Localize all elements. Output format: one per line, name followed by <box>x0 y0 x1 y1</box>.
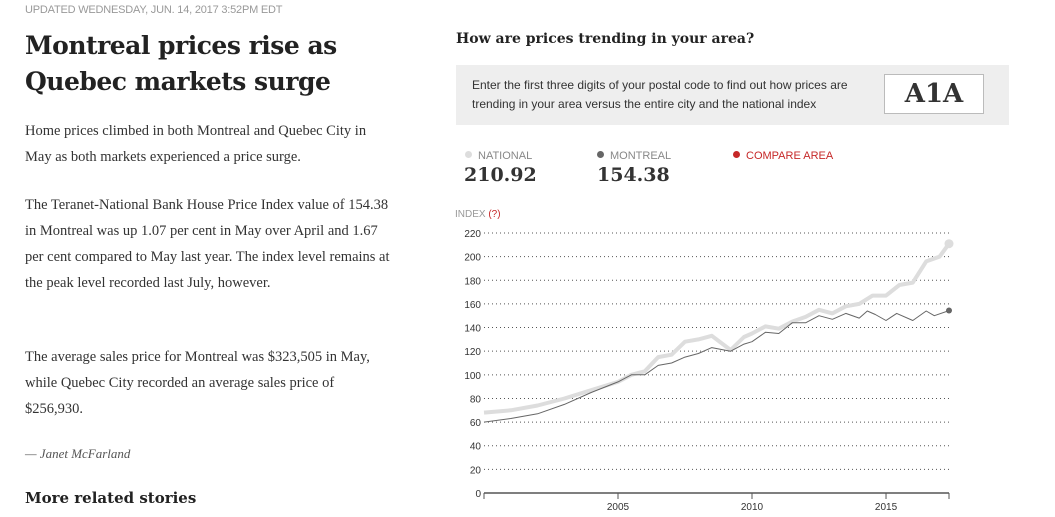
y-tick-label: 60 <box>470 418 482 429</box>
legend-montreal: MONTREAL <box>597 150 671 162</box>
index-label: INDEX <box>455 209 486 220</box>
postal-code-input[interactable]: A1A <box>884 74 984 114</box>
national-value: 210.92 <box>464 164 537 186</box>
headline: Montreal prices rise as Quebec markets s… <box>25 31 337 96</box>
y-tick-label: 80 <box>470 394 482 405</box>
x-tick-label: 2005 <box>607 502 630 513</box>
series-line-national <box>483 242 951 415</box>
x-tick-label: 2010 <box>741 502 764 513</box>
series-line-montreal <box>483 310 950 423</box>
y-tick-label: 200 <box>464 253 481 264</box>
y-tick-label: 180 <box>464 276 481 287</box>
y-tick-label: 20 <box>470 465 482 476</box>
help-link[interactable]: (?) <box>488 209 501 220</box>
y-tick-label: 100 <box>464 371 481 382</box>
dot-icon <box>465 151 472 158</box>
instructions: Enter the first three digits of your pos… <box>472 78 848 111</box>
y-axis-label: INDEX (?) <box>455 209 501 220</box>
updated-timestamp: UPDATED WEDNESDAY, JUN. 14, 2017 3:52PM … <box>25 4 283 16</box>
paragraph: The average sales price for Montreal was… <box>25 349 370 417</box>
x-tick-label: 2015 <box>875 502 898 513</box>
legend-label: MONTREAL <box>610 150 672 162</box>
legend-label: COMPARE AREA <box>746 150 834 162</box>
dot-icon <box>597 151 604 158</box>
series-end-point <box>946 307 952 314</box>
widget-title: How are prices trending in your area? <box>456 31 755 47</box>
legend-national: NATIONAL <box>465 150 532 162</box>
legend-compare-area[interactable]: COMPARE AREA <box>733 150 833 162</box>
legend-label: NATIONAL <box>478 150 533 162</box>
y-tick-label: 120 <box>464 347 481 358</box>
series-end-point <box>944 239 954 249</box>
more-related-stories[interactable]: More related stories <box>25 489 197 507</box>
paragraph: Home prices climbed in both Montreal and… <box>25 123 367 165</box>
y-tick-label: 0 <box>475 489 481 500</box>
byline: — Janet McFarland <box>25 446 131 461</box>
y-tick-label: 40 <box>470 442 482 453</box>
y-tick-label: 160 <box>464 300 481 311</box>
postal-code-box: Enter the first three digits of your pos… <box>456 65 1009 125</box>
dot-icon <box>733 151 740 158</box>
paragraph: The Teranet-National Bank House Price In… <box>25 197 390 291</box>
montreal-value: 154.38 <box>597 164 670 186</box>
y-tick-label: 140 <box>464 324 481 335</box>
y-tick-label: 220 <box>464 229 481 240</box>
